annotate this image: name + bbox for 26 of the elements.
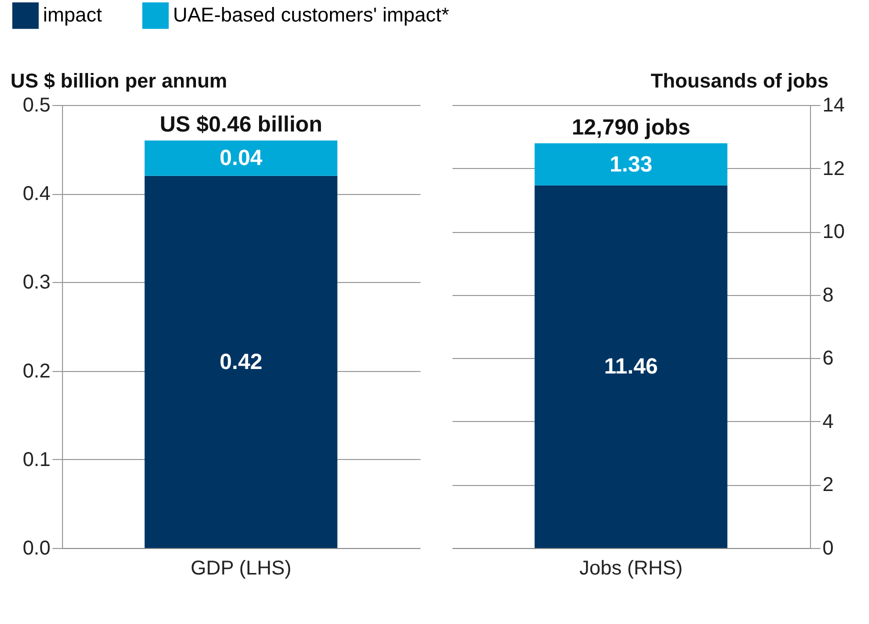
x-tick-label: Jobs (RHS) [579,558,683,580]
y-tick-label: 4 [822,410,834,433]
y-tick-label: 8 [822,284,834,306]
y-tick-label: 0.3 [22,272,50,294]
total-label: US $0.46 billion [160,111,322,136]
y-tick-label: 10 [822,221,845,244]
y-tick-label: 0 [822,538,834,560]
y-axis-title: US $ billion per annum [10,70,228,92]
legend-label: UAE-based customers' impact* [173,4,450,27]
data-label: 1.33 [610,151,652,176]
y-tick-label: 0.4 [22,183,50,206]
data-label: 0.42 [220,348,262,374]
y-axis-title: Thousands of jobs [650,70,828,92]
total-label: 12,790 jobs [572,114,690,140]
y-tick-label: 6 [822,348,834,370]
y-tick-label: 12 [822,158,845,180]
y-tick-label: 0.5 [22,94,50,116]
y-tick-label: 14 [822,94,845,116]
y-tick-label: 0.2 [22,360,50,382]
data-label: 11.46 [604,354,658,379]
data-label: 0.04 [220,145,264,170]
legend-label: impact [43,4,102,27]
y-tick-label: 0.1 [22,448,50,471]
y-tick-label: 2 [822,474,834,496]
y-tick-label: 0.0 [22,538,50,560]
x-tick-label: GDP (LHS) [190,558,292,580]
